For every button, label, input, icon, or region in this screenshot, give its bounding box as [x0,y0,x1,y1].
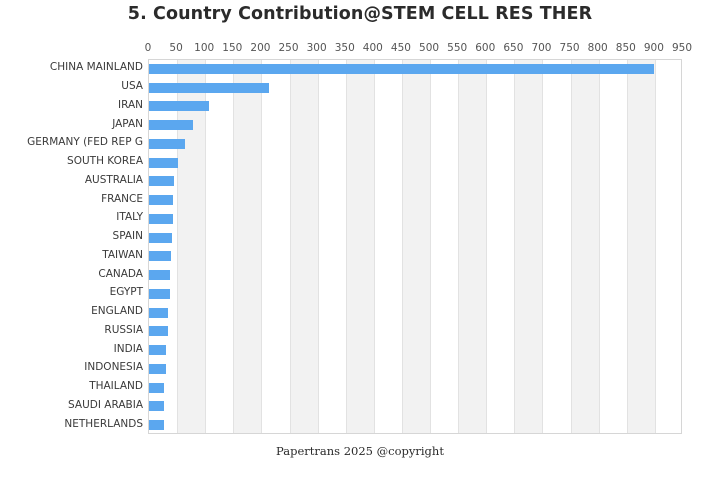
x-tick-label: 900 [643,42,664,54]
bar [149,82,269,93]
bar [149,363,166,374]
x-tick-label: 400 [362,42,383,54]
bar [149,138,185,149]
bar [149,232,173,243]
x-tick-label: 600 [475,42,496,54]
x-tick-label: 250 [278,42,299,54]
x-axis-tick-labels: 0 50 100 150 200 250 300 350 400 450 500 550 600 650 7… [0,42,720,56]
category-label: ITALY [116,211,143,224]
category-label: SPAIN [112,230,143,243]
bar [149,382,165,393]
gridline [654,59,656,433]
category-label: ENGLAND [91,305,143,318]
gridline [486,59,488,433]
x-tick-label: 700 [531,42,552,54]
chart-title: 5. Country Contribution@STEM CELL RES TH… [127,4,593,24]
gridline [373,59,375,433]
category-label: CANADA [98,267,143,280]
category-label: IRAN [117,98,143,111]
gridline [430,59,432,433]
axis-band [233,59,262,433]
gridline [570,59,572,433]
y-axis-category-labels: CHINA MAINLAND USA IRAN JAPAN GERMANY (FED R… [0,59,143,434]
category-label: FRANCE [101,192,143,205]
category-label: INDONESIA [84,361,143,374]
category-label: SOUTH KOREA [67,155,143,168]
x-tick-label: 500 [419,42,440,54]
bar [149,270,171,281]
x-tick-label: 850 [615,42,636,54]
gridline [177,59,179,433]
x-tick-label: 0 [144,42,152,54]
gridline [598,59,600,433]
bar [149,63,654,74]
gridline [626,59,628,433]
axis-band [401,59,431,433]
bar [149,195,174,206]
category-label: RUSSIA [104,323,143,336]
gridline [317,59,319,433]
bar [149,120,194,131]
plot-area [148,58,682,434]
category-label: THAILAND [89,380,143,393]
x-tick-label: 800 [587,42,608,54]
x-tick-label: 350 [334,42,355,54]
x-tick-label: 300 [306,42,327,54]
x-tick-label: 100 [194,42,215,54]
gridline [514,59,516,433]
bars-layer [149,60,681,433]
x-tick-label: 150 [222,42,243,54]
bar [149,326,168,337]
x-tick-label: 200 [250,42,271,54]
bar [149,251,171,262]
category-label: NETHERLANDS [64,417,143,430]
axis-band [458,59,487,433]
gridline [261,59,263,433]
axis-band [289,59,318,433]
axis-band [345,59,374,433]
bar [149,307,169,318]
category-label: AUSTRALIA [84,173,143,186]
gridline [289,59,291,433]
x-tick-label: 750 [559,42,580,54]
x-tick-label: 50 [169,42,183,54]
bar [149,101,210,112]
bar [149,288,171,299]
axis-band [626,59,655,433]
category-label: USA [121,80,143,93]
x-tick-label: 650 [503,42,524,54]
x-tick-label: 550 [447,42,468,54]
axis-band [570,59,599,433]
x-tick-label: 950 [671,42,693,54]
x-tick-label: 450 [390,42,411,54]
bar [149,176,174,187]
gridline [542,59,544,433]
category-label: SAUDI ARABIA [68,398,143,411]
bar [149,213,173,224]
gridline [205,59,207,433]
gridline [458,59,460,433]
category-label: CHINA MAINLAND [49,61,143,74]
gridline [233,59,235,433]
bar [149,420,165,431]
category-label: TAIWAN [102,248,143,261]
footer-copyright: Papertrans 2025 @copyright [276,444,444,458]
category-label: JAPAN [112,117,143,130]
gridline [401,59,403,433]
category-label: GERMANY (FED REP G [27,136,143,149]
axis-band [514,59,543,433]
category-label: EGYPT [109,286,143,299]
bar [149,157,178,168]
bar [149,401,165,412]
gridline [345,59,347,433]
bar [149,345,167,356]
category-label: INDIA [113,342,143,355]
